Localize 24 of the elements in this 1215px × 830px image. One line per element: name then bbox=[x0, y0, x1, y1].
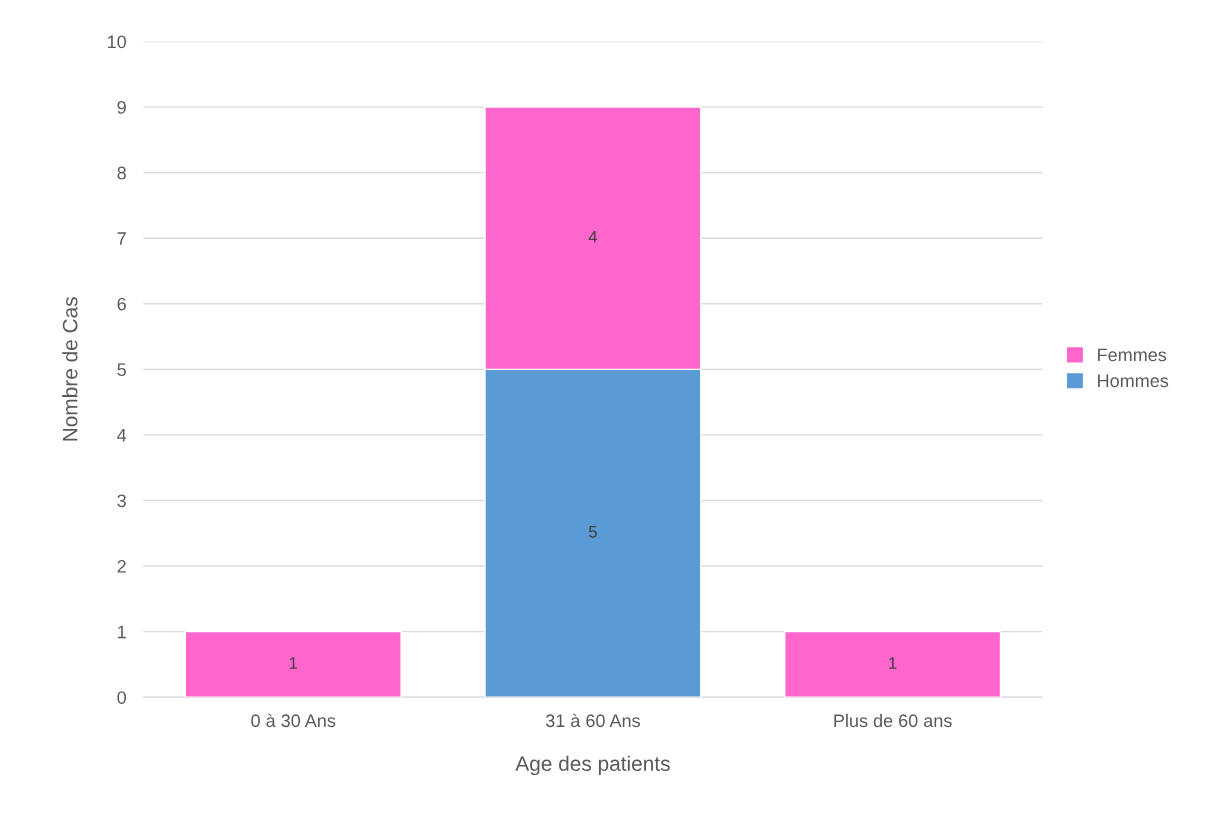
y-tick-label: 1 bbox=[118, 625, 126, 639]
legend-label: Femmes bbox=[1098, 348, 1167, 362]
x-tick-label: 0 à 30 Ans bbox=[251, 713, 336, 728]
data-label: 1 bbox=[289, 657, 298, 669]
y-tick-label: 4 bbox=[117, 429, 127, 442]
y-axis-title: Nombre de Cas bbox=[62, 297, 78, 441]
data-label: 4 bbox=[588, 231, 598, 243]
y-tick-label: 6 bbox=[117, 297, 126, 311]
y-tick-label: 10 bbox=[108, 35, 126, 49]
y-tick-label: 0 bbox=[117, 691, 126, 704]
data-label: 5 bbox=[588, 526, 597, 538]
y-tick-label: 8 bbox=[117, 166, 126, 180]
legend-label: Hommes bbox=[1098, 374, 1169, 388]
x-axis-title: Age des patients bbox=[515, 755, 670, 776]
y-tick-label: 7 bbox=[117, 232, 126, 245]
x-tick-label: 31 à 60 Ans bbox=[545, 713, 640, 728]
bar bbox=[784, 630, 1002, 698]
y-tick-label: 2 bbox=[117, 559, 126, 573]
y-tick-label: 9 bbox=[117, 101, 126, 114]
data-label: 1 bbox=[889, 657, 897, 669]
y-tick-label: 3 bbox=[117, 494, 126, 508]
x-tick-label: Plus de 60 ans bbox=[834, 713, 952, 728]
bar bbox=[184, 630, 402, 698]
y-tick-label: 5 bbox=[117, 363, 126, 377]
